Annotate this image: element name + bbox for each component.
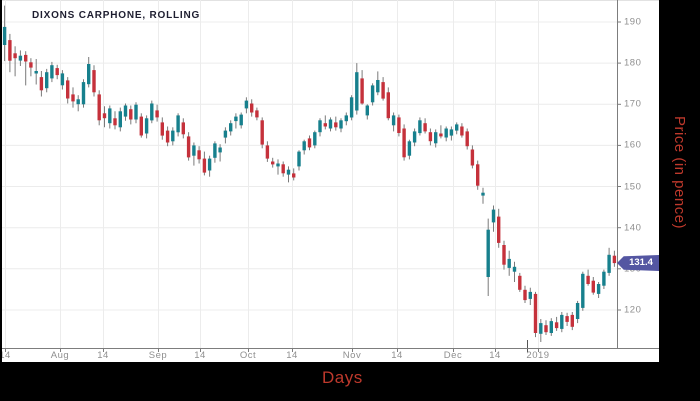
x-axis-title: Days [322, 368, 363, 387]
chart-panel: DIXONS CARPHONE, ROLLING 14 Aug 14 Sep 14 Oct… [2, 0, 659, 362]
y-axis-title: Price (in pence) [671, 116, 688, 230]
x-tick-label: Sep [148, 350, 168, 361]
bottom-frame-panel: Days [0, 362, 700, 401]
y-tick-label: 170 [624, 98, 642, 110]
y-tick-label: 140 [624, 222, 642, 234]
x-tick-label: 14 [2, 350, 11, 361]
x-tick-label: 14 [286, 350, 298, 361]
y-tick-label: 120 [624, 304, 642, 316]
x-tick-label: Aug [50, 350, 70, 361]
y-tick-label: 160 [624, 139, 642, 151]
x-tick-label: Nov [342, 350, 362, 361]
chart-title: DIXONS CARPHONE, ROLLING [32, 10, 201, 21]
x-tick-label: 14 [391, 350, 403, 361]
y-tick-label: 150 [624, 181, 642, 192]
last-price-badge: 131.4 [617, 255, 659, 271]
x-tick-label: 14 [489, 350, 501, 361]
x-tick-label: Oct [239, 350, 257, 361]
x-tick-label: 14 [194, 350, 206, 361]
x-tick-label: 14 [97, 350, 109, 361]
y-tick-label: 180 [624, 57, 642, 69]
x-tick-label: Dec [443, 350, 463, 361]
candlestick-plot-area[interactable] [2, 0, 659, 362]
y-tick-label: 190 [624, 16, 642, 28]
right-frame-panel: Price (in pence) [659, 0, 700, 362]
x-tick-label: 2019 [526, 350, 550, 361]
